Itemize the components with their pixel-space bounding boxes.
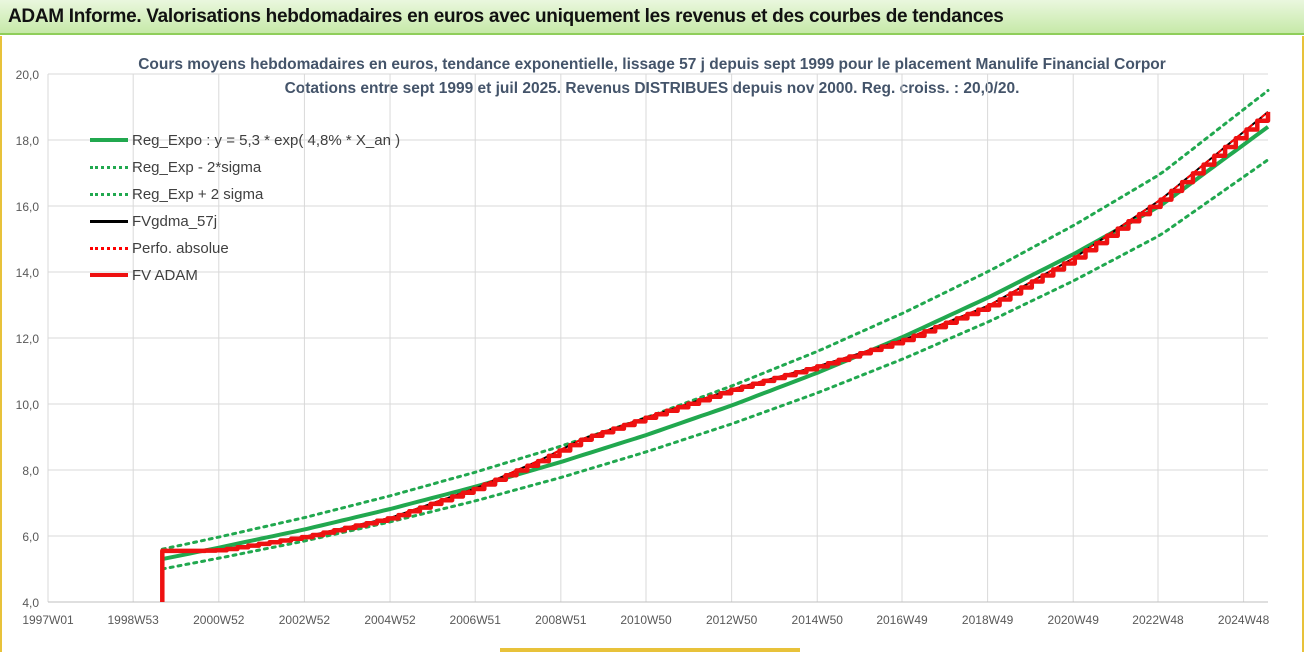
x-tick-label: 2004W52 [364,613,416,627]
legend-label: Reg_Exp + 2 sigma [132,185,264,203]
x-tick-label: 2022W48 [1132,613,1184,627]
legend-label: Perfo. absolue [132,239,229,257]
x-tick-label: 2000W52 [193,613,245,627]
frame-accent [500,648,800,652]
legend-label: Reg_Expo : y = 5,3 * exp( 4,8% * X_an ) [132,131,401,149]
series-reg-plus-2sigma-line [160,89,1270,551]
legend-item: FVgdma_57j [90,211,217,231]
y-tick-label: 20,0 [16,68,40,82]
series-fvgdma-line [162,111,1269,552]
y-tick-label: 8,0 [22,464,39,478]
x-tick-label: 1997W01 [22,613,74,627]
legend-item: Perfo. absolue [90,238,229,258]
x-tick-label: 2010W50 [620,613,672,627]
legend-swatch-thick-red [90,273,128,277]
x-tick-label: 2006W51 [450,613,502,627]
y-tick-label: 6,0 [22,530,39,544]
legend-swatch-dotted-red [90,246,128,250]
x-tick-label: 2020W49 [1048,613,1100,627]
legend-swatch-dotted-green [90,165,128,169]
report-title: ADAM Informe. Valorisations hebdomadaire… [8,6,1004,27]
legend-label: FV ADAM [132,266,198,284]
x-tick-label: 2018W49 [962,613,1014,627]
x-tick-label: 1998W53 [107,613,159,627]
series-reg-minus-2sigma-line [160,158,1270,571]
x-tick-label: 2024W48 [1218,613,1270,627]
x-tick-label: 2002W52 [279,613,331,627]
chart-frame [0,36,1304,652]
y-tick-label: 4,0 [22,596,39,610]
x-tick-label: 2016W49 [876,613,928,627]
series-fv-adam-line [160,111,1271,602]
legend-item: FV ADAM [90,265,198,285]
x-tick-label: 2012W50 [706,613,758,627]
legend-swatch-dotted-green [90,192,128,196]
legend-label: FVgdma_57j [132,212,218,230]
legend-item: Reg_Exp + 2 sigma [90,184,263,204]
y-tick-label: 14,0 [16,266,40,280]
legend-swatch-black [90,219,128,223]
legend-item: Reg_Expo : y = 5,3 * exp( 4,8% * X_an ) [90,130,400,150]
series-perfo-absolue-line [161,110,1269,552]
report-banner: ADAM Informe. Valorisations hebdomadaire… [0,0,1304,35]
x-tick-label: 2008W51 [535,613,587,627]
chart-subtitle: Cotations entre sept 1999 et juil 2025. … [284,80,1020,97]
y-tick-label: 16,0 [16,200,40,214]
chart-title: Cours moyens hebdomadaires en euros, ten… [138,56,1166,73]
series-reg-expo-line [161,125,1270,562]
legend-label: Reg_Exp - 2*sigma [132,158,262,176]
y-tick-label: 12,0 [16,332,40,346]
legend-swatch-solid-green [90,138,128,142]
legend-item: Reg_Exp - 2*sigma [90,157,261,177]
y-tick-label: 18,0 [16,134,40,148]
y-tick-label: 10,0 [16,398,40,412]
x-tick-label: 2014W50 [792,613,844,627]
